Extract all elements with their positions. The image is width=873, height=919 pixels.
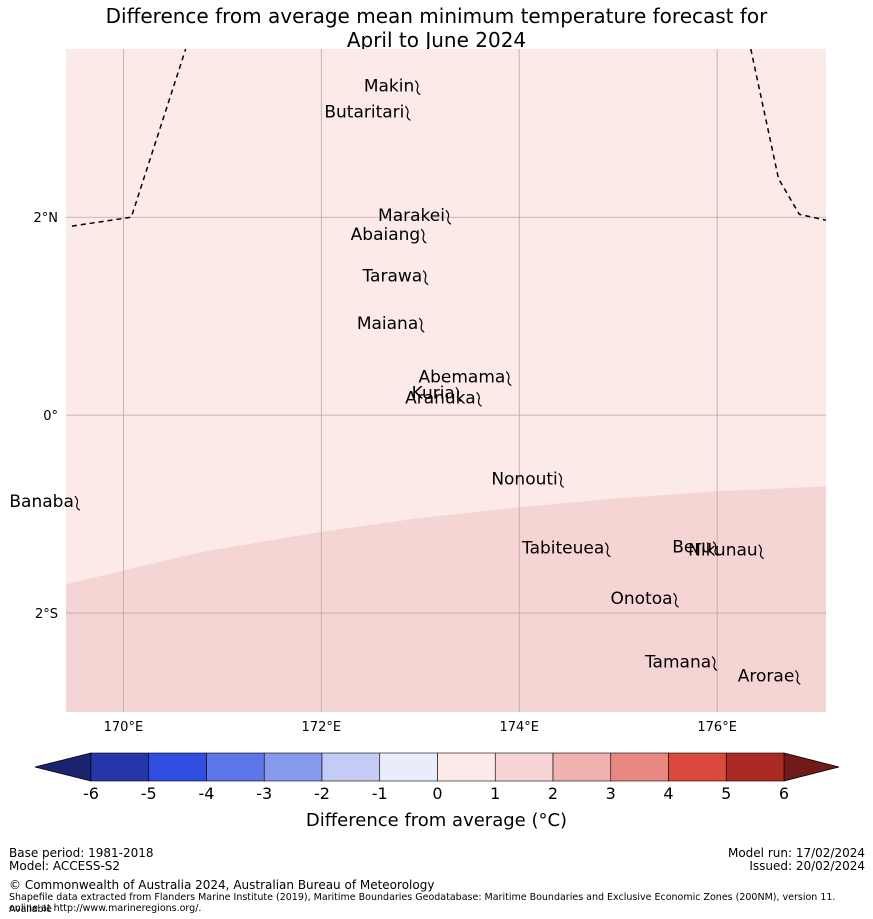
island-label: Nonouti: [491, 469, 557, 489]
colorbar-tick-label: 1: [490, 784, 500, 803]
island-outline: [758, 544, 764, 560]
shapefile-credit-line-1: Shapefile data extracted from Flanders M…: [9, 892, 836, 915]
island-outline: [414, 80, 421, 96]
lat-tick-label: 2°N: [34, 211, 59, 226]
colorbar-swatch: [552, 752, 612, 782]
island-outline: [74, 495, 81, 511]
colorbar-swatch: [494, 752, 554, 782]
colorbar-under-arrow: [34, 752, 92, 782]
island-label: Nikunau: [688, 541, 758, 561]
colorbar-swatch: [321, 752, 381, 782]
model-name: Model: ACCESS-S2: [9, 859, 121, 873]
island-outline: [455, 386, 462, 402]
island-outline: [418, 317, 425, 333]
island-label: Tarawa: [361, 267, 422, 287]
shapefile-credit-line-2: online at http://www.marineregions.org/.: [9, 903, 202, 914]
island-label: Abaiang: [351, 225, 421, 245]
colorbar-swatch: [379, 752, 438, 782]
model-run: Model run: 17/02/2024: [727, 846, 865, 860]
colorbar-swatch: [263, 752, 323, 782]
island-outline: [505, 371, 512, 387]
lon-tick-label: 172°E: [302, 720, 342, 735]
island-outline: [420, 228, 427, 244]
island-label: Banaba: [9, 492, 73, 512]
island-label: Kuria: [412, 383, 455, 403]
colorbar-tick-label: -3: [256, 784, 272, 803]
region-1-to-2: [66, 486, 826, 712]
island-label: Beru: [672, 538, 712, 558]
colorbar-swatch: [90, 752, 150, 782]
island-label: Abemama: [418, 368, 505, 388]
island-outline: [712, 541, 719, 557]
island-outline: [558, 473, 565, 488]
island-label: Aranuka: [405, 388, 476, 408]
island-label: Arorae: [738, 666, 795, 686]
base-period: Base period: 1981-2018: [9, 846, 154, 860]
colorbar-tick-label: 0: [432, 784, 442, 803]
colorbar-swatch: [437, 752, 496, 782]
colorbar-swatch: [206, 752, 265, 782]
island-outline: [404, 105, 411, 121]
island-outline: [604, 542, 611, 558]
island-outline: [476, 391, 482, 407]
island-outline: [445, 209, 452, 225]
lon-tick-label: 174°E: [499, 720, 539, 735]
copyright: © Commonwealth of Australia 2024, Austra…: [9, 878, 435, 892]
island-label: Maiana: [357, 314, 418, 334]
colorbar-tick-label: -2: [314, 784, 330, 803]
title-line-2: April to June 2024: [346, 28, 527, 52]
colorbar-tick-label: -5: [141, 784, 157, 803]
colorbar-swatch: [668, 752, 727, 782]
island-outline: [794, 669, 801, 685]
island-label: Onotoa: [611, 589, 673, 609]
eez-boundary-line: [71, 48, 187, 227]
island-outline: [673, 592, 679, 608]
issued-date: Issued: 20/02/2024: [749, 859, 865, 873]
colorbar-tick-label: 3: [606, 784, 616, 803]
colorbar-tick-label: 5: [721, 784, 731, 803]
chart-title: Difference from average mean minimum tem…: [0, 4, 873, 52]
colorbar-tick-label: 6: [779, 784, 789, 803]
colorbar-swatch: [610, 752, 669, 782]
island-label: Marakei: [378, 206, 445, 226]
island-outline: [422, 270, 429, 286]
island-outline: [711, 656, 718, 672]
lon-tick-label: 176°E: [697, 720, 737, 735]
colorbar-label: Difference from average (°C): [305, 810, 568, 831]
island-label: Tabiteuea: [521, 539, 604, 559]
island-label: Butaritari: [324, 102, 404, 122]
colorbar-swatch: [725, 752, 785, 782]
island-label: Makin: [364, 77, 414, 97]
eez-boundary-line: [750, 48, 827, 221]
colorbar-tick-label: 2: [548, 784, 558, 803]
colorbar-swatch: [148, 752, 207, 782]
colorbar-over-arrow: [783, 752, 840, 782]
lat-tick-label: 2°S: [35, 607, 58, 622]
island-label: Tamana: [644, 653, 711, 673]
lat-tick-label: 0°: [43, 409, 58, 424]
lon-tick-label: 170°E: [104, 720, 144, 735]
colorbar-tick-label: -1: [372, 784, 388, 803]
colorbar-tick-label: 4: [663, 784, 673, 803]
colorbar-tick-label: -4: [199, 784, 215, 803]
colorbar-tick-label: -6: [83, 784, 99, 803]
title-line-1: Difference from average mean minimum tem…: [105, 4, 768, 28]
